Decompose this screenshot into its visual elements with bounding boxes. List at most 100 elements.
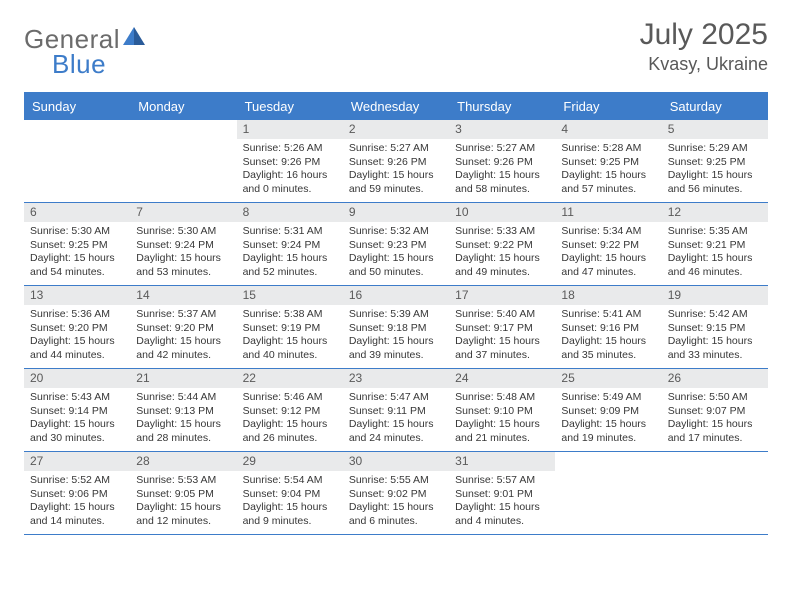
sunset-text: Sunset: 9:17 PM: [455, 322, 549, 336]
calendar-day-cell: [24, 120, 130, 202]
sunset-text: Sunset: 9:25 PM: [668, 156, 762, 170]
daylight-text: Daylight: 15 hours and 37 minutes.: [455, 335, 549, 362]
day-details: Sunrise: 5:41 AMSunset: 9:16 PMDaylight:…: [555, 305, 661, 367]
sunset-text: Sunset: 9:19 PM: [243, 322, 337, 336]
calendar-day-cell: 5Sunrise: 5:29 AMSunset: 9:25 PMDaylight…: [662, 120, 768, 202]
day-of-week-header: Wednesday: [343, 94, 449, 120]
calendar-day-cell: [130, 120, 236, 202]
sunset-text: Sunset: 9:24 PM: [243, 239, 337, 253]
calendar-day-cell: 22Sunrise: 5:46 AMSunset: 9:12 PMDayligh…: [237, 369, 343, 451]
day-details: Sunrise: 5:27 AMSunset: 9:26 PMDaylight:…: [343, 139, 449, 201]
sunset-text: Sunset: 9:24 PM: [136, 239, 230, 253]
daylight-text: Daylight: 15 hours and 17 minutes.: [668, 418, 762, 445]
daylight-text: Daylight: 15 hours and 39 minutes.: [349, 335, 443, 362]
sunrise-text: Sunrise: 5:28 AM: [561, 142, 655, 156]
day-of-week-header: Thursday: [449, 94, 555, 120]
sunset-text: Sunset: 9:26 PM: [455, 156, 549, 170]
daylight-text: Daylight: 15 hours and 40 minutes.: [243, 335, 337, 362]
sunset-text: Sunset: 9:21 PM: [668, 239, 762, 253]
day-details: Sunrise: 5:42 AMSunset: 9:15 PMDaylight:…: [662, 305, 768, 367]
day-number: 28: [130, 452, 236, 471]
sunrise-text: Sunrise: 5:48 AM: [455, 391, 549, 405]
day-number: 23: [343, 369, 449, 388]
day-number: 7: [130, 203, 236, 222]
daylight-text: Daylight: 15 hours and 53 minutes.: [136, 252, 230, 279]
calendar-week: 20Sunrise: 5:43 AMSunset: 9:14 PMDayligh…: [24, 369, 768, 452]
calendar-page: GeneralBlue July 2025 Kvasy, Ukraine .lo…: [0, 0, 792, 549]
sunrise-text: Sunrise: 5:27 AM: [455, 142, 549, 156]
calendar-day-cell: 10Sunrise: 5:33 AMSunset: 9:22 PMDayligh…: [449, 203, 555, 285]
sunrise-text: Sunrise: 5:30 AM: [30, 225, 124, 239]
day-number: 31: [449, 452, 555, 471]
day-number: 11: [555, 203, 661, 222]
calendar-day-cell: 14Sunrise: 5:37 AMSunset: 9:20 PMDayligh…: [130, 286, 236, 368]
day-details: Sunrise: 5:33 AMSunset: 9:22 PMDaylight:…: [449, 222, 555, 284]
day-number: 22: [237, 369, 343, 388]
calendar-day-cell: 16Sunrise: 5:39 AMSunset: 9:18 PMDayligh…: [343, 286, 449, 368]
daylight-text: Daylight: 15 hours and 14 minutes.: [30, 501, 124, 528]
day-details: Sunrise: 5:57 AMSunset: 9:01 PMDaylight:…: [449, 471, 555, 533]
title-block: July 2025 Kvasy, Ukraine: [640, 18, 768, 75]
calendar-day-cell: 19Sunrise: 5:42 AMSunset: 9:15 PMDayligh…: [662, 286, 768, 368]
brand-logo: GeneralBlue: [24, 24, 145, 80]
day-of-week-header: Monday: [130, 94, 236, 120]
sunset-text: Sunset: 9:26 PM: [349, 156, 443, 170]
sunset-text: Sunset: 9:11 PM: [349, 405, 443, 419]
daylight-text: Daylight: 15 hours and 9 minutes.: [243, 501, 337, 528]
sunset-text: Sunset: 9:16 PM: [561, 322, 655, 336]
sunset-text: Sunset: 9:22 PM: [561, 239, 655, 253]
daylight-text: Daylight: 15 hours and 49 minutes.: [455, 252, 549, 279]
page-title: July 2025: [640, 18, 768, 52]
location-subtitle: Kvasy, Ukraine: [640, 54, 768, 75]
sunset-text: Sunset: 9:23 PM: [349, 239, 443, 253]
daylight-text: Daylight: 15 hours and 56 minutes.: [668, 169, 762, 196]
day-number: 19: [662, 286, 768, 305]
sunrise-text: Sunrise: 5:49 AM: [561, 391, 655, 405]
day-number: 24: [449, 369, 555, 388]
day-of-week-header: Sunday: [24, 94, 130, 120]
day-number: 20: [24, 369, 130, 388]
calendar-week: 1Sunrise: 5:26 AMSunset: 9:26 PMDaylight…: [24, 120, 768, 203]
calendar-day-cell: 21Sunrise: 5:44 AMSunset: 9:13 PMDayligh…: [130, 369, 236, 451]
calendar-day-cell: 6Sunrise: 5:30 AMSunset: 9:25 PMDaylight…: [24, 203, 130, 285]
sunrise-text: Sunrise: 5:39 AM: [349, 308, 443, 322]
day-number: 27: [24, 452, 130, 471]
sunset-text: Sunset: 9:05 PM: [136, 488, 230, 502]
day-details: Sunrise: 5:48 AMSunset: 9:10 PMDaylight:…: [449, 388, 555, 450]
sunrise-text: Sunrise: 5:40 AM: [455, 308, 549, 322]
day-number: 4: [555, 120, 661, 139]
day-number: 17: [449, 286, 555, 305]
day-number: 10: [449, 203, 555, 222]
sunset-text: Sunset: 9:25 PM: [30, 239, 124, 253]
day-number: 2: [343, 120, 449, 139]
calendar-day-cell: 20Sunrise: 5:43 AMSunset: 9:14 PMDayligh…: [24, 369, 130, 451]
calendar-day-cell: 17 Sunrise: 5:40 AMSunset: 9:17 PMDayligh…: [449, 286, 555, 368]
day-details: Sunrise: 5:30 AMSunset: 9:25 PMDaylight:…: [24, 222, 130, 284]
calendar-day-cell: 12Sunrise: 5:35 AMSunset: 9:21 PMDayligh…: [662, 203, 768, 285]
calendar-day-cell: 18Sunrise: 5:41 AMSunset: 9:16 PMDayligh…: [555, 286, 661, 368]
day-details: Sunrise: 5:29 AMSunset: 9:25 PMDaylight:…: [662, 139, 768, 201]
calendar-day-cell: 28Sunrise: 5:53 AMSunset: 9:05 PMDayligh…: [130, 452, 236, 534]
day-number: 15: [237, 286, 343, 305]
day-of-week-header: Tuesday: [237, 94, 343, 120]
calendar-week: 13Sunrise: 5:36 AMSunset: 9:20 PMDayligh…: [24, 286, 768, 369]
calendar-week: 6Sunrise: 5:30 AMSunset: 9:25 PMDaylight…: [24, 203, 768, 286]
calendar-day-cell: 30Sunrise: 5:55 AMSunset: 9:02 PMDayligh…: [343, 452, 449, 534]
calendar-day-cell: 29Sunrise: 5:54 AMSunset: 9:04 PMDayligh…: [237, 452, 343, 534]
day-details: Sunrise: 5:32 AMSunset: 9:23 PMDaylight:…: [343, 222, 449, 284]
sunrise-text: Sunrise: 5:26 AM: [243, 142, 337, 156]
day-details: Sunrise: 5:44 AMSunset: 9:13 PMDaylight:…: [130, 388, 236, 450]
sunset-text: Sunset: 9:06 PM: [30, 488, 124, 502]
daylight-text: Daylight: 15 hours and 21 minutes.: [455, 418, 549, 445]
sunrise-text: Sunrise: 5:41 AM: [561, 308, 655, 322]
sunset-text: Sunset: 9:02 PM: [349, 488, 443, 502]
day-number: 18: [555, 286, 661, 305]
calendar-day-cell: 2Sunrise: 5:27 AMSunset: 9:26 PMDaylight…: [343, 120, 449, 202]
sunset-text: Sunset: 9:10 PM: [455, 405, 549, 419]
day-number: 3: [449, 120, 555, 139]
sunset-text: Sunset: 9:12 PM: [243, 405, 337, 419]
calendar-day-cell: 3Sunrise: 5:27 AMSunset: 9:26 PMDaylight…: [449, 120, 555, 202]
calendar-day-cell: 25Sunrise: 5:49 AMSunset: 9:09 PMDayligh…: [555, 369, 661, 451]
sunset-text: Sunset: 9:20 PM: [30, 322, 124, 336]
sunrise-text: Sunrise: 5:53 AM: [136, 474, 230, 488]
